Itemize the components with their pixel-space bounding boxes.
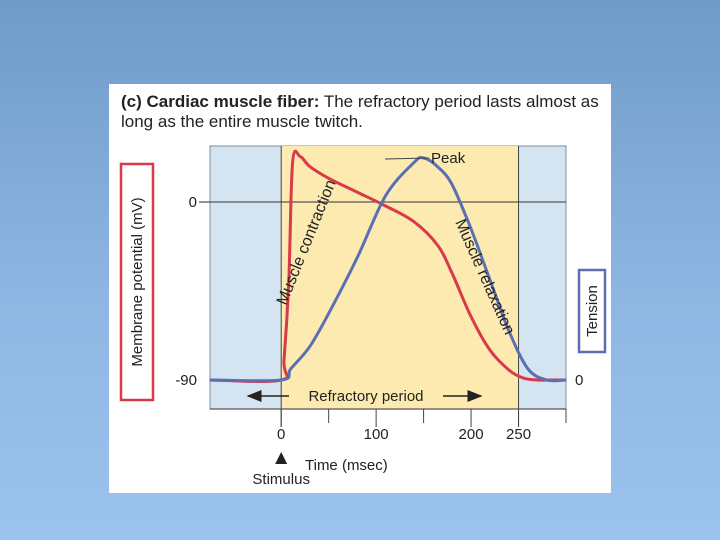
left-axis-label: Membrane potential (mV) bbox=[129, 197, 146, 366]
figure-card: (c) Cardiac muscle fiber: The refractory… bbox=[109, 84, 611, 493]
y-tick-label-zero: 0 bbox=[189, 194, 197, 211]
x-tick-label: 0 bbox=[277, 426, 285, 443]
refractory-region bbox=[281, 146, 519, 409]
x-tick-label: 250 bbox=[506, 426, 531, 443]
caption-bold: (c) Cardiac muscle fiber: bbox=[121, 92, 320, 111]
peak-label: Peak bbox=[431, 150, 466, 167]
x-tick-label: 200 bbox=[459, 426, 484, 443]
cardiac-chart: 0 100 200 250 0 -90 0 Membrane potential (m… bbox=[119, 145, 607, 488]
y-tick-label-minus90: -90 bbox=[175, 372, 197, 389]
left-axis-label-box bbox=[119, 162, 155, 402]
refractory-period-label: Refractory period bbox=[308, 388, 423, 405]
stimulus-label: Stimulus bbox=[252, 471, 310, 488]
x-tick-group: 0 100 200 250 bbox=[277, 409, 531, 443]
x-minor-tick-group bbox=[328, 409, 567, 423]
x-tick-label: 100 bbox=[364, 426, 389, 443]
peak-pointer bbox=[384, 157, 430, 160]
right-axis-label-box bbox=[577, 268, 607, 354]
stimulus-arrow-icon bbox=[275, 452, 288, 464]
caption-rest: The refractory period lasts almost as lo… bbox=[121, 92, 599, 131]
right-axis-label: Tension bbox=[584, 285, 601, 337]
right-tick-label-zero: 0 bbox=[575, 372, 583, 389]
x-axis-label: Time (msec) bbox=[305, 457, 388, 474]
figure-caption: (c) Cardiac muscle fiber: The refractory… bbox=[121, 92, 601, 132]
membrane-potential-line bbox=[209, 149, 566, 383]
